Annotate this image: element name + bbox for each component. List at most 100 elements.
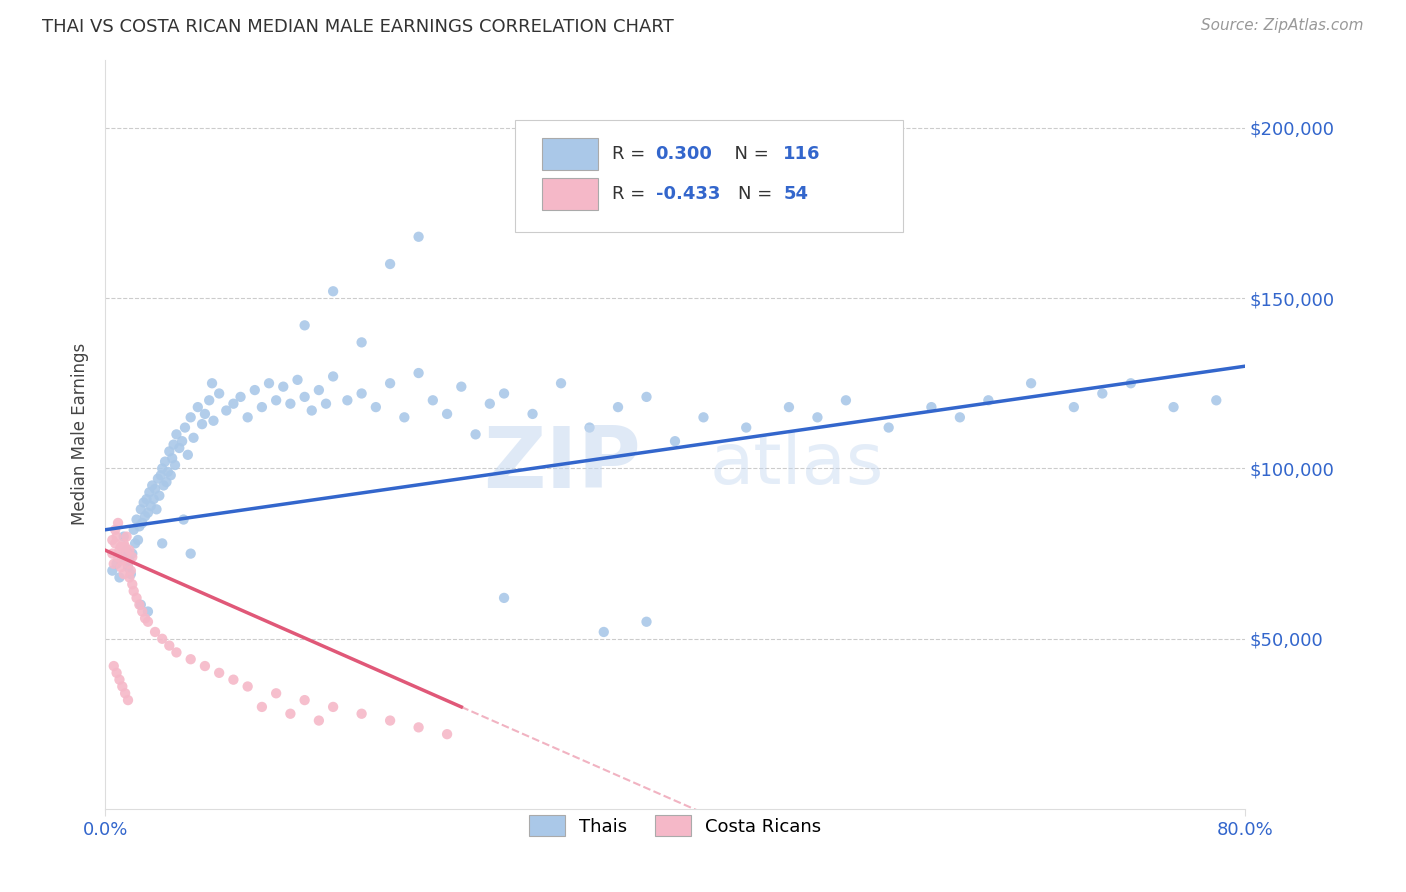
Point	[120, 564, 142, 578]
Point	[125, 591, 148, 605]
Point	[977, 393, 1000, 408]
Point	[165, 645, 187, 659]
Point	[115, 530, 138, 544]
Point	[117, 560, 139, 574]
Point	[550, 376, 572, 391]
Y-axis label: Median Male Earnings: Median Male Earnings	[72, 343, 89, 525]
Point	[222, 397, 245, 411]
Point	[149, 468, 172, 483]
Point	[157, 444, 180, 458]
Text: -0.433: -0.433	[655, 185, 720, 202]
Point	[177, 448, 200, 462]
Point	[131, 516, 153, 530]
Point	[118, 553, 141, 567]
Text: R =: R =	[613, 185, 651, 202]
Point	[494, 386, 516, 401]
Point	[107, 516, 129, 530]
Point	[243, 383, 266, 397]
Point	[664, 434, 686, 449]
Point	[778, 400, 800, 414]
Text: R =: R =	[613, 145, 651, 163]
Point	[136, 605, 159, 619]
Point	[436, 727, 458, 741]
Point	[103, 557, 125, 571]
Point	[301, 403, 323, 417]
Point	[294, 693, 316, 707]
Point	[522, 407, 544, 421]
Point	[111, 549, 134, 564]
Point	[198, 393, 221, 408]
Point	[118, 570, 141, 584]
Point	[478, 397, 501, 411]
Point	[264, 686, 287, 700]
Point	[271, 379, 294, 393]
Point	[578, 420, 600, 434]
Point	[378, 376, 401, 391]
Point	[1205, 393, 1227, 408]
Point	[450, 379, 472, 393]
Point	[1063, 400, 1085, 414]
Point	[350, 706, 373, 721]
Text: 54: 54	[783, 185, 808, 202]
Point	[138, 485, 160, 500]
Point	[114, 686, 136, 700]
Point	[180, 410, 202, 425]
Point	[636, 390, 658, 404]
Point	[592, 624, 614, 639]
Point	[835, 393, 858, 408]
Point	[121, 547, 143, 561]
Point	[494, 591, 516, 605]
Point	[114, 540, 136, 554]
Point	[134, 509, 156, 524]
Point	[122, 523, 145, 537]
Point	[187, 400, 209, 414]
Point	[607, 400, 630, 414]
Point	[131, 605, 153, 619]
Point	[142, 492, 165, 507]
Text: 0.300: 0.300	[655, 145, 713, 163]
Point	[143, 482, 166, 496]
Point	[949, 410, 972, 425]
Point	[236, 410, 259, 425]
Point	[115, 547, 138, 561]
Point	[111, 680, 134, 694]
Point	[115, 543, 138, 558]
Legend: Thais, Costa Ricans: Thais, Costa Ricans	[520, 806, 831, 845]
Point	[191, 417, 214, 432]
Point	[122, 584, 145, 599]
Point	[117, 693, 139, 707]
Point	[1119, 376, 1142, 391]
Point	[408, 366, 430, 380]
Point	[117, 557, 139, 571]
Point	[408, 720, 430, 734]
Point	[101, 564, 124, 578]
Point	[160, 451, 183, 466]
Point	[110, 540, 132, 554]
Point	[378, 714, 401, 728]
Point	[129, 502, 152, 516]
Point	[1163, 400, 1185, 414]
Point	[806, 410, 828, 425]
Point	[422, 393, 444, 408]
Point	[103, 659, 125, 673]
Point	[280, 397, 302, 411]
Point	[264, 393, 287, 408]
Point	[287, 373, 309, 387]
Point	[636, 615, 658, 629]
Point	[194, 659, 217, 673]
Point	[163, 458, 186, 472]
Point	[135, 492, 157, 507]
Point	[112, 530, 135, 544]
Point	[877, 420, 900, 434]
Point	[111, 553, 134, 567]
Point	[104, 536, 127, 550]
Text: THAI VS COSTA RICAN MEDIAN MALE EARNINGS CORRELATION CHART: THAI VS COSTA RICAN MEDIAN MALE EARNINGS…	[42, 18, 673, 36]
Point	[920, 400, 942, 414]
Text: 116: 116	[783, 145, 821, 163]
Point	[322, 285, 344, 299]
Point	[136, 615, 159, 629]
Point	[118, 543, 141, 558]
Point	[315, 397, 337, 411]
Point	[169, 441, 191, 455]
Point	[250, 400, 273, 414]
